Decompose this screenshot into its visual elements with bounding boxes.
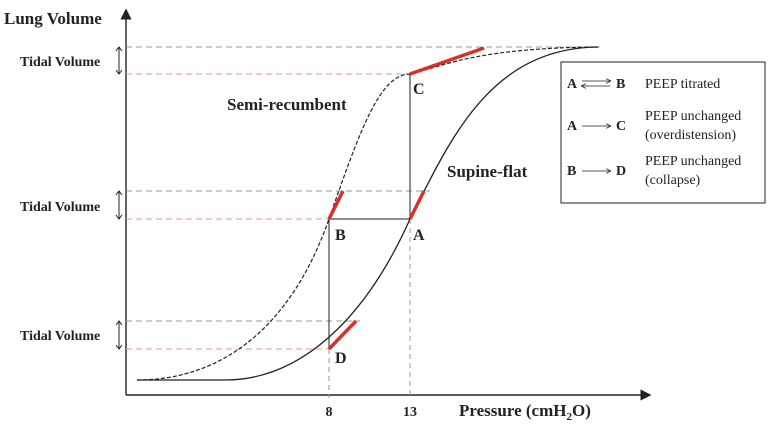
- svg-text:(overdistension): (overdistension): [645, 128, 736, 143]
- svg-text:PEEP unchanged: PEEP unchanged: [645, 109, 741, 124]
- svg-text:B: B: [567, 164, 576, 179]
- tidal-segment-b: [327, 190, 345, 220]
- x-tick-13: 13: [403, 405, 417, 420]
- point-a-label: A: [413, 227, 425, 244]
- semi-recumbent-curve: [136, 46, 599, 381]
- x-axis-label: Pressure (cmH2O): [459, 401, 591, 423]
- tidal-segment-c: [409, 46, 485, 76]
- svg-text:A: A: [567, 77, 578, 92]
- tidal-bracket-mid: [115, 190, 123, 220]
- tidal-segment-a: [408, 190, 426, 220]
- tidal-volume-label-mid: Tidal Volume: [20, 200, 100, 215]
- x-tick-8: 8: [326, 405, 333, 420]
- tidal-bracket-top: [115, 46, 123, 75]
- point-c-label: C: [413, 81, 425, 98]
- svg-text:A: A: [567, 119, 578, 134]
- svg-text:PEEP titrated: PEEP titrated: [645, 77, 720, 92]
- svg-text:PEEP unchanged: PEEP unchanged: [645, 154, 741, 169]
- tidal-volume-label-top: Tidal Volume: [20, 55, 100, 70]
- legend-row-a-b: A B PEEP titrated: [567, 77, 720, 92]
- legend-row-a-c: A C PEEP unchanged (overdistension): [567, 109, 741, 143]
- svg-text:(collapse): (collapse): [645, 173, 701, 188]
- point-b-label: B: [335, 227, 346, 244]
- semi-recumbent-label: Semi-recumbent: [227, 95, 347, 114]
- supine-flat-curve: [137, 46, 599, 381]
- legend: A B PEEP titrated A C PEEP unchanged (ov…: [560, 61, 766, 204]
- tidal-bracket-low: [115, 320, 123, 350]
- tidal-segment-d: [327, 319, 358, 351]
- supine-flat-label: Supine-flat: [447, 162, 528, 181]
- tidal-volume-label-low: Tidal Volume: [20, 329, 100, 344]
- svg-text:B: B: [616, 77, 625, 92]
- y-axis-label: Lung Volume: [4, 9, 102, 28]
- point-d-label: D: [335, 350, 347, 367]
- legend-row-b-d: B D PEEP unchanged (collapse): [567, 154, 741, 188]
- svg-text:D: D: [616, 164, 626, 179]
- svg-text:C: C: [616, 119, 626, 134]
